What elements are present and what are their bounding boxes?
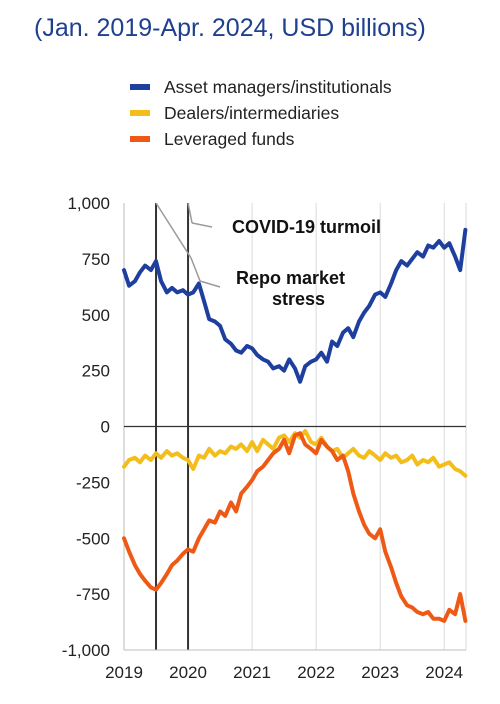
legend-label-leveraged: Leveraged funds [164,128,295,149]
annotation-leader [155,202,192,259]
y-tick-label: -1,000 [62,641,110,660]
y-tick-label: -250 [76,473,110,492]
y-tick-label: -750 [76,585,110,604]
legend: Asset managers/institutionals Dealers/in… [130,74,392,152]
legend-swatch-asset-managers [130,84,150,90]
annotation-label-covid: COVID-19 turmoil [232,217,381,237]
y-tick-label: 1,000 [67,194,110,213]
legend-item-asset-managers: Asset managers/institutionals [130,74,392,100]
legend-label-dealers: Dealers/intermediaries [164,102,340,123]
annotation-leader [187,202,193,224]
y-tick-label: 750 [82,250,110,269]
axis-layer: 1,000 750 500 250 0 -250 -500 -750 -1,000 2019 202… [62,194,466,682]
legend-item-dealers: Dealers/intermediaries [130,100,392,126]
annotation-label-repo: Repo market [236,268,345,288]
annotation-label-repo-line2: stress [272,289,325,309]
x-tick-label: 2024 [425,663,463,682]
annotation-leader [199,280,221,288]
series-line [122,227,468,384]
x-tick-label: 2023 [361,663,399,682]
legend-item-leveraged: Leveraged funds [130,126,392,152]
series-line [122,429,468,478]
x-tick-label: 2020 [169,663,207,682]
y-tick-label: -500 [76,529,110,548]
x-tick-label: 2022 [297,663,335,682]
y-tick-label: 0 [101,418,110,437]
x-tick-label: 2021 [233,663,271,682]
legend-label-asset-managers: Asset managers/institutionals [164,76,392,97]
annotation-leader [191,222,213,228]
chart-subtitle: (Jan. 2019-Apr. 2024, USD billions) [34,14,426,42]
series-layer [122,227,468,623]
legend-swatch-leveraged [130,136,150,142]
annotation-leader [190,257,201,282]
x-tick-label: 2019 [105,663,143,682]
y-tick-label: 250 [82,362,110,381]
legend-swatch-dealers [130,110,150,116]
y-tick-label: 500 [82,306,110,325]
series-line [122,431,468,623]
